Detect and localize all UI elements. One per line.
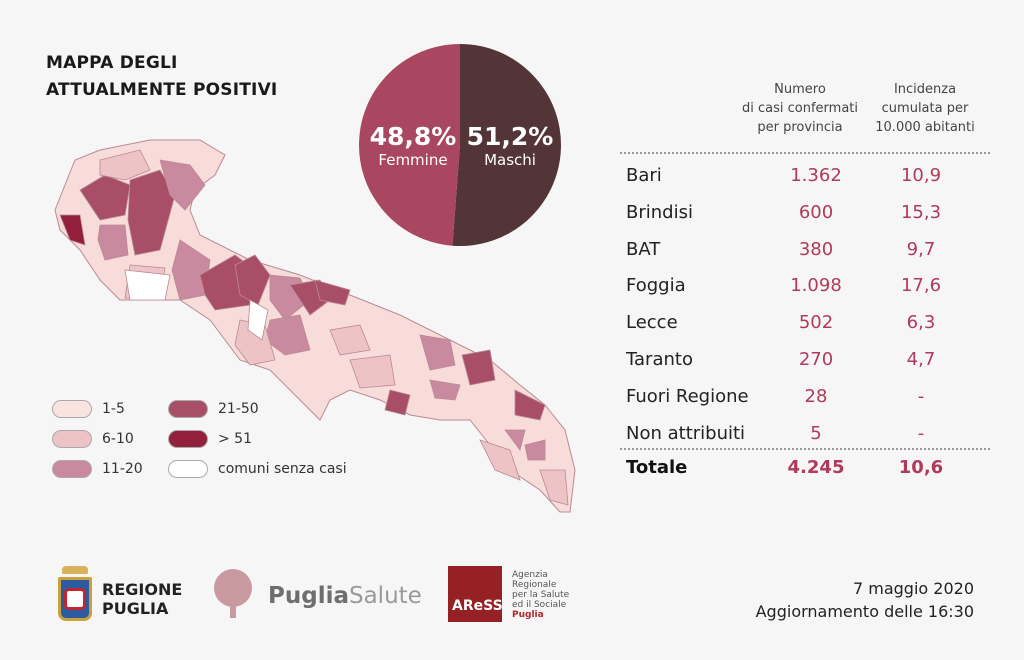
municipality-area (124, 269, 171, 301)
incidence: - (917, 385, 925, 407)
table-row: Foggia 1.098 17,6 (626, 275, 986, 305)
province-name: Lecce (626, 312, 678, 334)
legend-swatch (52, 460, 92, 478)
legend-label: 11-20 (102, 461, 143, 477)
municipality-area (99, 149, 151, 181)
incidence: 9,7 (906, 238, 936, 260)
municipality-area (314, 279, 351, 306)
incidence: 10,9 (900, 165, 942, 186)
municipality-area (504, 429, 526, 451)
update-info: 7 maggio 2020 Aggiornamento delle 16:30 (755, 579, 974, 621)
municipality-area (247, 299, 269, 341)
province-name: Taranto (626, 349, 693, 370)
legend-item: comuni senza casi (168, 460, 347, 478)
municipality-area (429, 379, 461, 401)
municipality-area (171, 239, 211, 301)
municipality-area (524, 439, 546, 461)
case-count: 270 (798, 349, 834, 370)
legend-swatch (52, 430, 92, 448)
incidence: 4,7 (906, 349, 936, 370)
case-count: 502 (798, 312, 834, 334)
legend-swatch (52, 400, 92, 418)
legend-item: 11-20 (52, 460, 143, 478)
municipality-area (514, 389, 546, 421)
gender-pie-chart (359, 44, 562, 246)
legend-item: 6-10 (52, 430, 134, 448)
province-name: Bari (626, 165, 662, 186)
municipality-area (234, 254, 271, 306)
municipality-area (329, 324, 371, 356)
municipality-area (479, 439, 521, 481)
aress-logo-text: Agenzia Regionale per la Salute ed il So… (512, 570, 570, 620)
legend-item: 21-50 (168, 400, 259, 418)
header-incidence: Incidenza cumulata per 10.000 abitanti (875, 82, 975, 135)
municipality-area (97, 224, 129, 261)
legend-swatch (168, 430, 208, 448)
case-count: 1.098 (790, 275, 842, 297)
province-name: Foggia (626, 275, 686, 297)
province-name: Brindisi (626, 201, 693, 223)
municipality-area (79, 174, 131, 221)
table-row: Brindisi 600 15,3 (626, 202, 986, 232)
puglia-salute-logo-text: PugliaSalute (268, 583, 422, 609)
legend-item: 1-5 (52, 400, 125, 418)
province-name: Non attribuiti (626, 422, 746, 444)
municipality-area (419, 334, 456, 371)
municipality-area (127, 169, 176, 256)
municipality-area (159, 159, 206, 211)
legend-label: > 51 (218, 431, 252, 447)
incidence: 15,3 (900, 201, 942, 223)
municipality-area (539, 469, 569, 506)
total-row: Totale 4.245 10,6 (626, 457, 944, 478)
divider (620, 152, 990, 154)
table-row: Bari 1.362 10,9 (626, 165, 986, 195)
case-count: 1.362 (790, 165, 842, 186)
table-row: Lecce 502 6,3 (626, 312, 986, 342)
legend-label: 6-10 (102, 431, 134, 447)
legend-item: > 51 (168, 430, 252, 448)
table-row: Fuori Regione 28 - (626, 386, 986, 416)
table-row: BAT 380 9,7 (626, 239, 986, 269)
legend-label: 21-50 (218, 401, 259, 417)
case-count: 600 (798, 201, 834, 223)
header-cases: Numero di casi confermati per provincia (742, 82, 858, 135)
legend-swatch (168, 460, 208, 478)
case-count: 28 (804, 385, 828, 407)
municipality-area (384, 389, 411, 416)
municipality-area (461, 349, 496, 386)
divider (620, 448, 990, 450)
legend-label: 1-5 (102, 401, 125, 417)
legend-swatch (168, 400, 208, 418)
municipality-area (59, 214, 86, 246)
legend-label: comuni senza casi (218, 461, 347, 477)
regione-puglia-crest (58, 566, 92, 622)
pie-slice-maschi (452, 44, 562, 246)
pie-label-maschi: 51,2% Maschi (466, 122, 554, 169)
aress-logo: AReSS (448, 566, 503, 622)
case-count: 380 (798, 238, 834, 260)
table-row: Taranto 270 4,7 (626, 349, 986, 379)
regione-puglia-logo-text: REGIONE PUGLIA (102, 580, 183, 618)
incidence: 17,6 (900, 275, 942, 297)
incidence: - (917, 422, 925, 444)
table-row: Non attribuiti 5 - (626, 423, 986, 453)
puglia-map (54, 139, 576, 513)
pie-label-femmine: 48,8% Femmine (369, 122, 457, 169)
page-title: MAPPA DEGLI ATTUALMENTE POSITIVI (46, 53, 278, 100)
pie-slice-femmine (359, 44, 460, 246)
municipality-area (349, 354, 396, 389)
province-name: Fuori Regione (626, 385, 749, 407)
case-count: 5 (810, 422, 822, 444)
tree-icon (214, 569, 252, 618)
province-name: BAT (626, 238, 661, 260)
incidence: 6,3 (906, 312, 936, 334)
